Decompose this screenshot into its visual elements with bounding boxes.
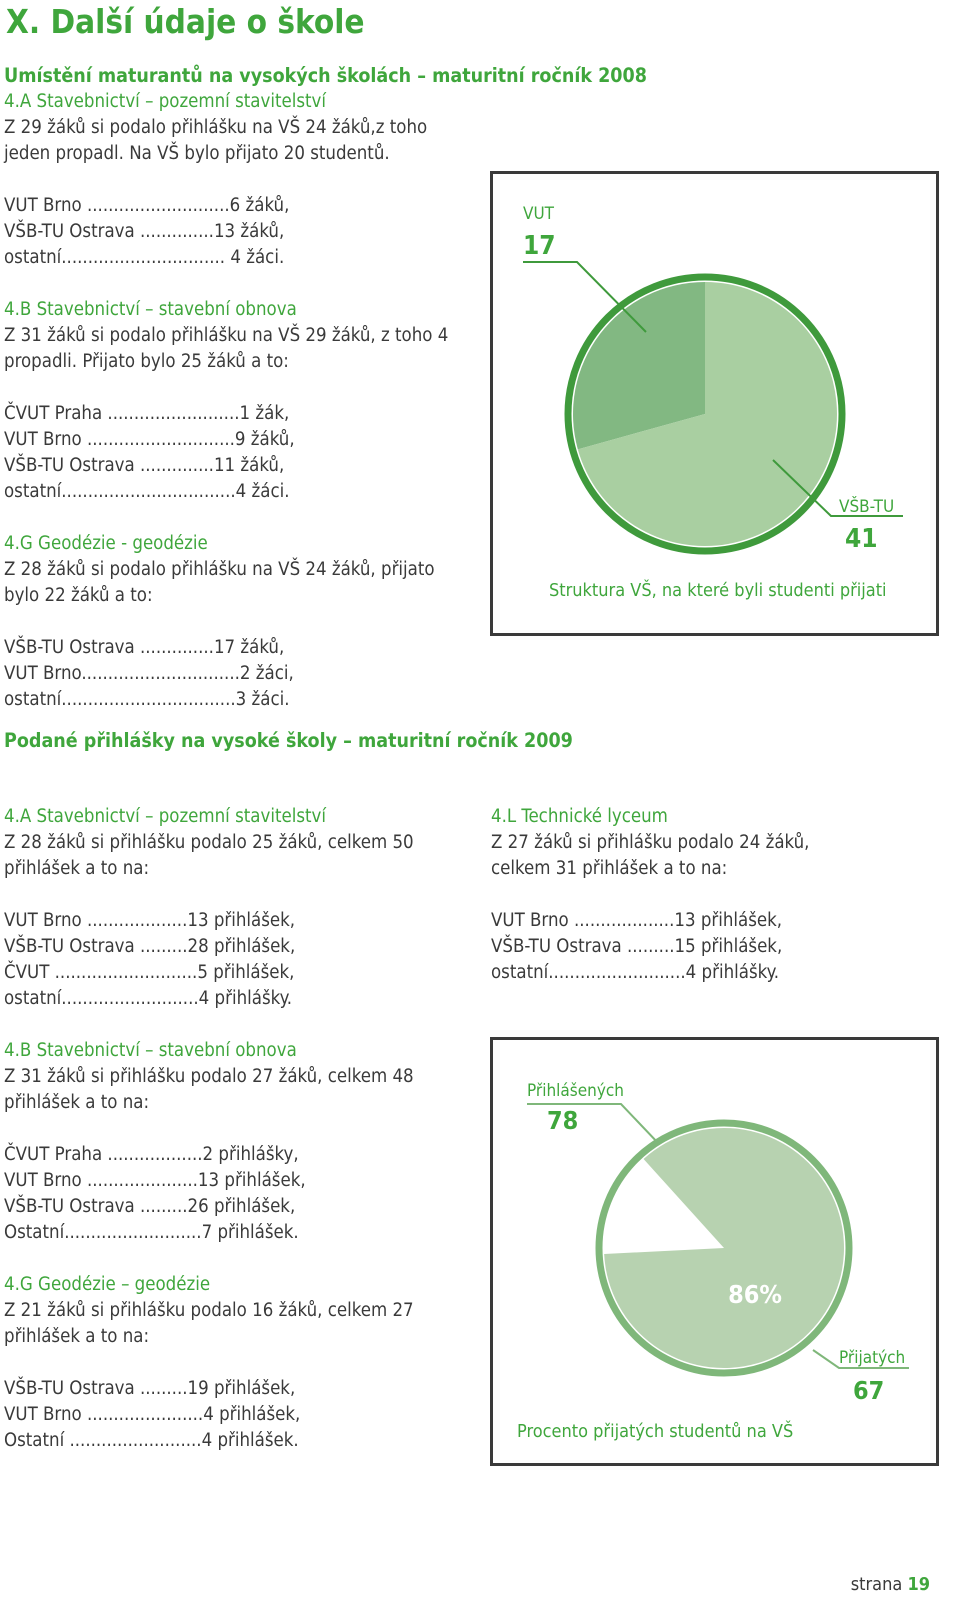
list-item: VŠB-TU Ostrava .........19 přihlášek, (4, 1378, 296, 1399)
vut-leader-line (523, 261, 647, 333)
chart-percent-title: Procento přijatých studentů na VŠ (517, 1420, 793, 1442)
group-text: přihlášek a to na: (4, 1326, 150, 1347)
section-2009-left: 4.A Stavebnictví – pozemní stavitelství … (4, 804, 484, 1454)
section-2009-title: Podané přihlášky na vysoké školy – matur… (4, 729, 573, 752)
accepted-label: Přijatých (839, 1348, 905, 1368)
list-item: ČVUT Praha .........................1 žá… (4, 403, 290, 424)
list-item: ČVUT ...........................5 přihlá… (4, 962, 295, 983)
vsb-value: 41 (845, 524, 878, 554)
list-item: VUT Brno ............................9 ž… (4, 429, 295, 450)
page-number-value: 19 (907, 1574, 930, 1595)
group-heading: 4.G Geodézie - geodézie (4, 533, 208, 554)
group-text: Z 28 žáků si přihlášku podalo 25 žáků, c… (4, 832, 414, 853)
group-text: Z 31 žáků si přihlášku podalo 27 žáků, c… (4, 1066, 414, 1087)
pie-outline-ring (595, 1119, 853, 1377)
applied-value: 78 (547, 1106, 578, 1135)
section-2008-title: Umístění maturantů na vysokých školách –… (4, 64, 647, 87)
applied-leader-line (527, 1103, 660, 1145)
vsb-label: VŠB-TU (839, 495, 894, 517)
section-2009-right: 4.L Technické lyceum Z 27 žáků si přihlá… (491, 804, 931, 986)
group-text: Z 29 žáků si podalo přihlášku na VŠ 24 ž… (4, 117, 428, 138)
list-item: ostatní..........................4 přihl… (491, 962, 780, 983)
vut-value: 17 (523, 231, 556, 261)
group-text: jeden propadl. Na VŠ bylo přijato 20 stu… (4, 143, 390, 164)
list-item: VUT Brno ......................4 přihláš… (4, 1404, 301, 1425)
list-item: Ostatní..........................7 přihl… (4, 1222, 299, 1243)
list-item: VŠB-TU Ostrava ..............13 žáků, (4, 221, 285, 242)
accepted-value: 67 (853, 1376, 884, 1405)
group-heading: 4.G Geodézie – geodézie (4, 1274, 211, 1295)
group-text: propadli. Přijato bylo 25 žáků a to: (4, 351, 289, 372)
page-number: strana 19 (851, 1574, 930, 1595)
pie-chart-percent: Přihlášených 78 Přijatých 67 86% Procent… (517, 1081, 909, 1442)
section-2008-body: 4.A Stavebnictví – pozemní stavitelství … (4, 89, 484, 713)
list-item: VŠB-TU Ostrava ..............17 žáků, (4, 637, 285, 658)
list-item: VUT Brno ...................13 přihlášek… (4, 910, 296, 931)
list-item: VŠB-TU Ostrava .........26 přihlášek, (4, 1196, 296, 1217)
list-item: VUT Brno ...........................6 žá… (4, 195, 290, 216)
list-item: VŠB-TU Ostrava .........15 přihlášek, (491, 936, 783, 957)
percent-label: 86% (728, 1280, 782, 1309)
applied-label: Přihlášených (527, 1081, 624, 1101)
accepted-leader-line (812, 1349, 909, 1369)
group-text: Z 31 žáků si podalo přihlášku na VŠ 29 ž… (4, 325, 449, 346)
group-heading: 4.A Stavebnictví – pozemní stavitelství (4, 806, 327, 827)
group-heading: 4.B Stavebnictví – stavební obnova (4, 299, 297, 320)
group-heading: 4.A Stavebnictví – pozemní stavitelství (4, 91, 327, 112)
group-heading: 4.B Stavebnictví – stavební obnova (4, 1040, 297, 1061)
pie-slice-accepted (604, 1128, 845, 1368)
group-text: Z 21 žáků si přihlášku podalo 16 žáků, c… (4, 1300, 414, 1321)
group-text: bylo 22 žáků a to: (4, 585, 153, 606)
list-item: ostatní............................... 4… (4, 247, 285, 268)
pie-slice-vut (573, 282, 705, 450)
chart-structure-title: Struktura VŠ, na které byli studenti při… (549, 579, 887, 601)
pie-slice-vsb (577, 282, 837, 546)
chart-structure-box: VUT 17 VŠB-TU 41 Struktura VŠ, na které … (490, 171, 939, 636)
list-item: VŠB-TU Ostrava ..............11 žáků, (4, 455, 285, 476)
group-text: celkem 31 přihlášek a to na: (491, 858, 728, 879)
page-title: X. Další údaje o škole (6, 2, 365, 41)
vsb-leader-line (772, 459, 903, 517)
group-heading: 4.L Technické lyceum (491, 806, 668, 827)
list-item: ostatní.................................… (4, 689, 290, 710)
group-text: přihlášek a to na: (4, 1092, 150, 1113)
group-text: přihlášek a to na: (4, 858, 150, 879)
list-item: VŠB-TU Ostrava .........28 přihlášek, (4, 936, 296, 957)
pie-chart-structure: VUT 17 VŠB-TU 41 Struktura VŠ, na které … (523, 204, 903, 601)
page-number-label: strana (850, 1574, 903, 1595)
list-item: ostatní..........................4 přihl… (4, 988, 293, 1009)
list-item: VUT Brno .....................13 přihláš… (4, 1170, 306, 1191)
group-text: Z 27 žáků si přihlášku podalo 24 žáků, (491, 832, 810, 853)
list-item: VUT Brno..............................2 … (4, 663, 294, 684)
pie-outline-ring (564, 273, 846, 555)
list-item: ostatní.................................… (4, 481, 290, 502)
chart-percent-box: Přihlášených 78 Přijatých 67 86% Procent… (490, 1037, 939, 1466)
list-item: Ostatní .........................4 přihl… (4, 1430, 299, 1451)
list-item: VUT Brno ...................13 přihlášek… (491, 910, 783, 931)
list-item: ČVUT Praha ..................2 přihlášky… (4, 1144, 299, 1165)
group-text: Z 28 žáků si podalo přihlášku na VŠ 24 ž… (4, 559, 435, 580)
vut-label: VUT (523, 204, 555, 224)
